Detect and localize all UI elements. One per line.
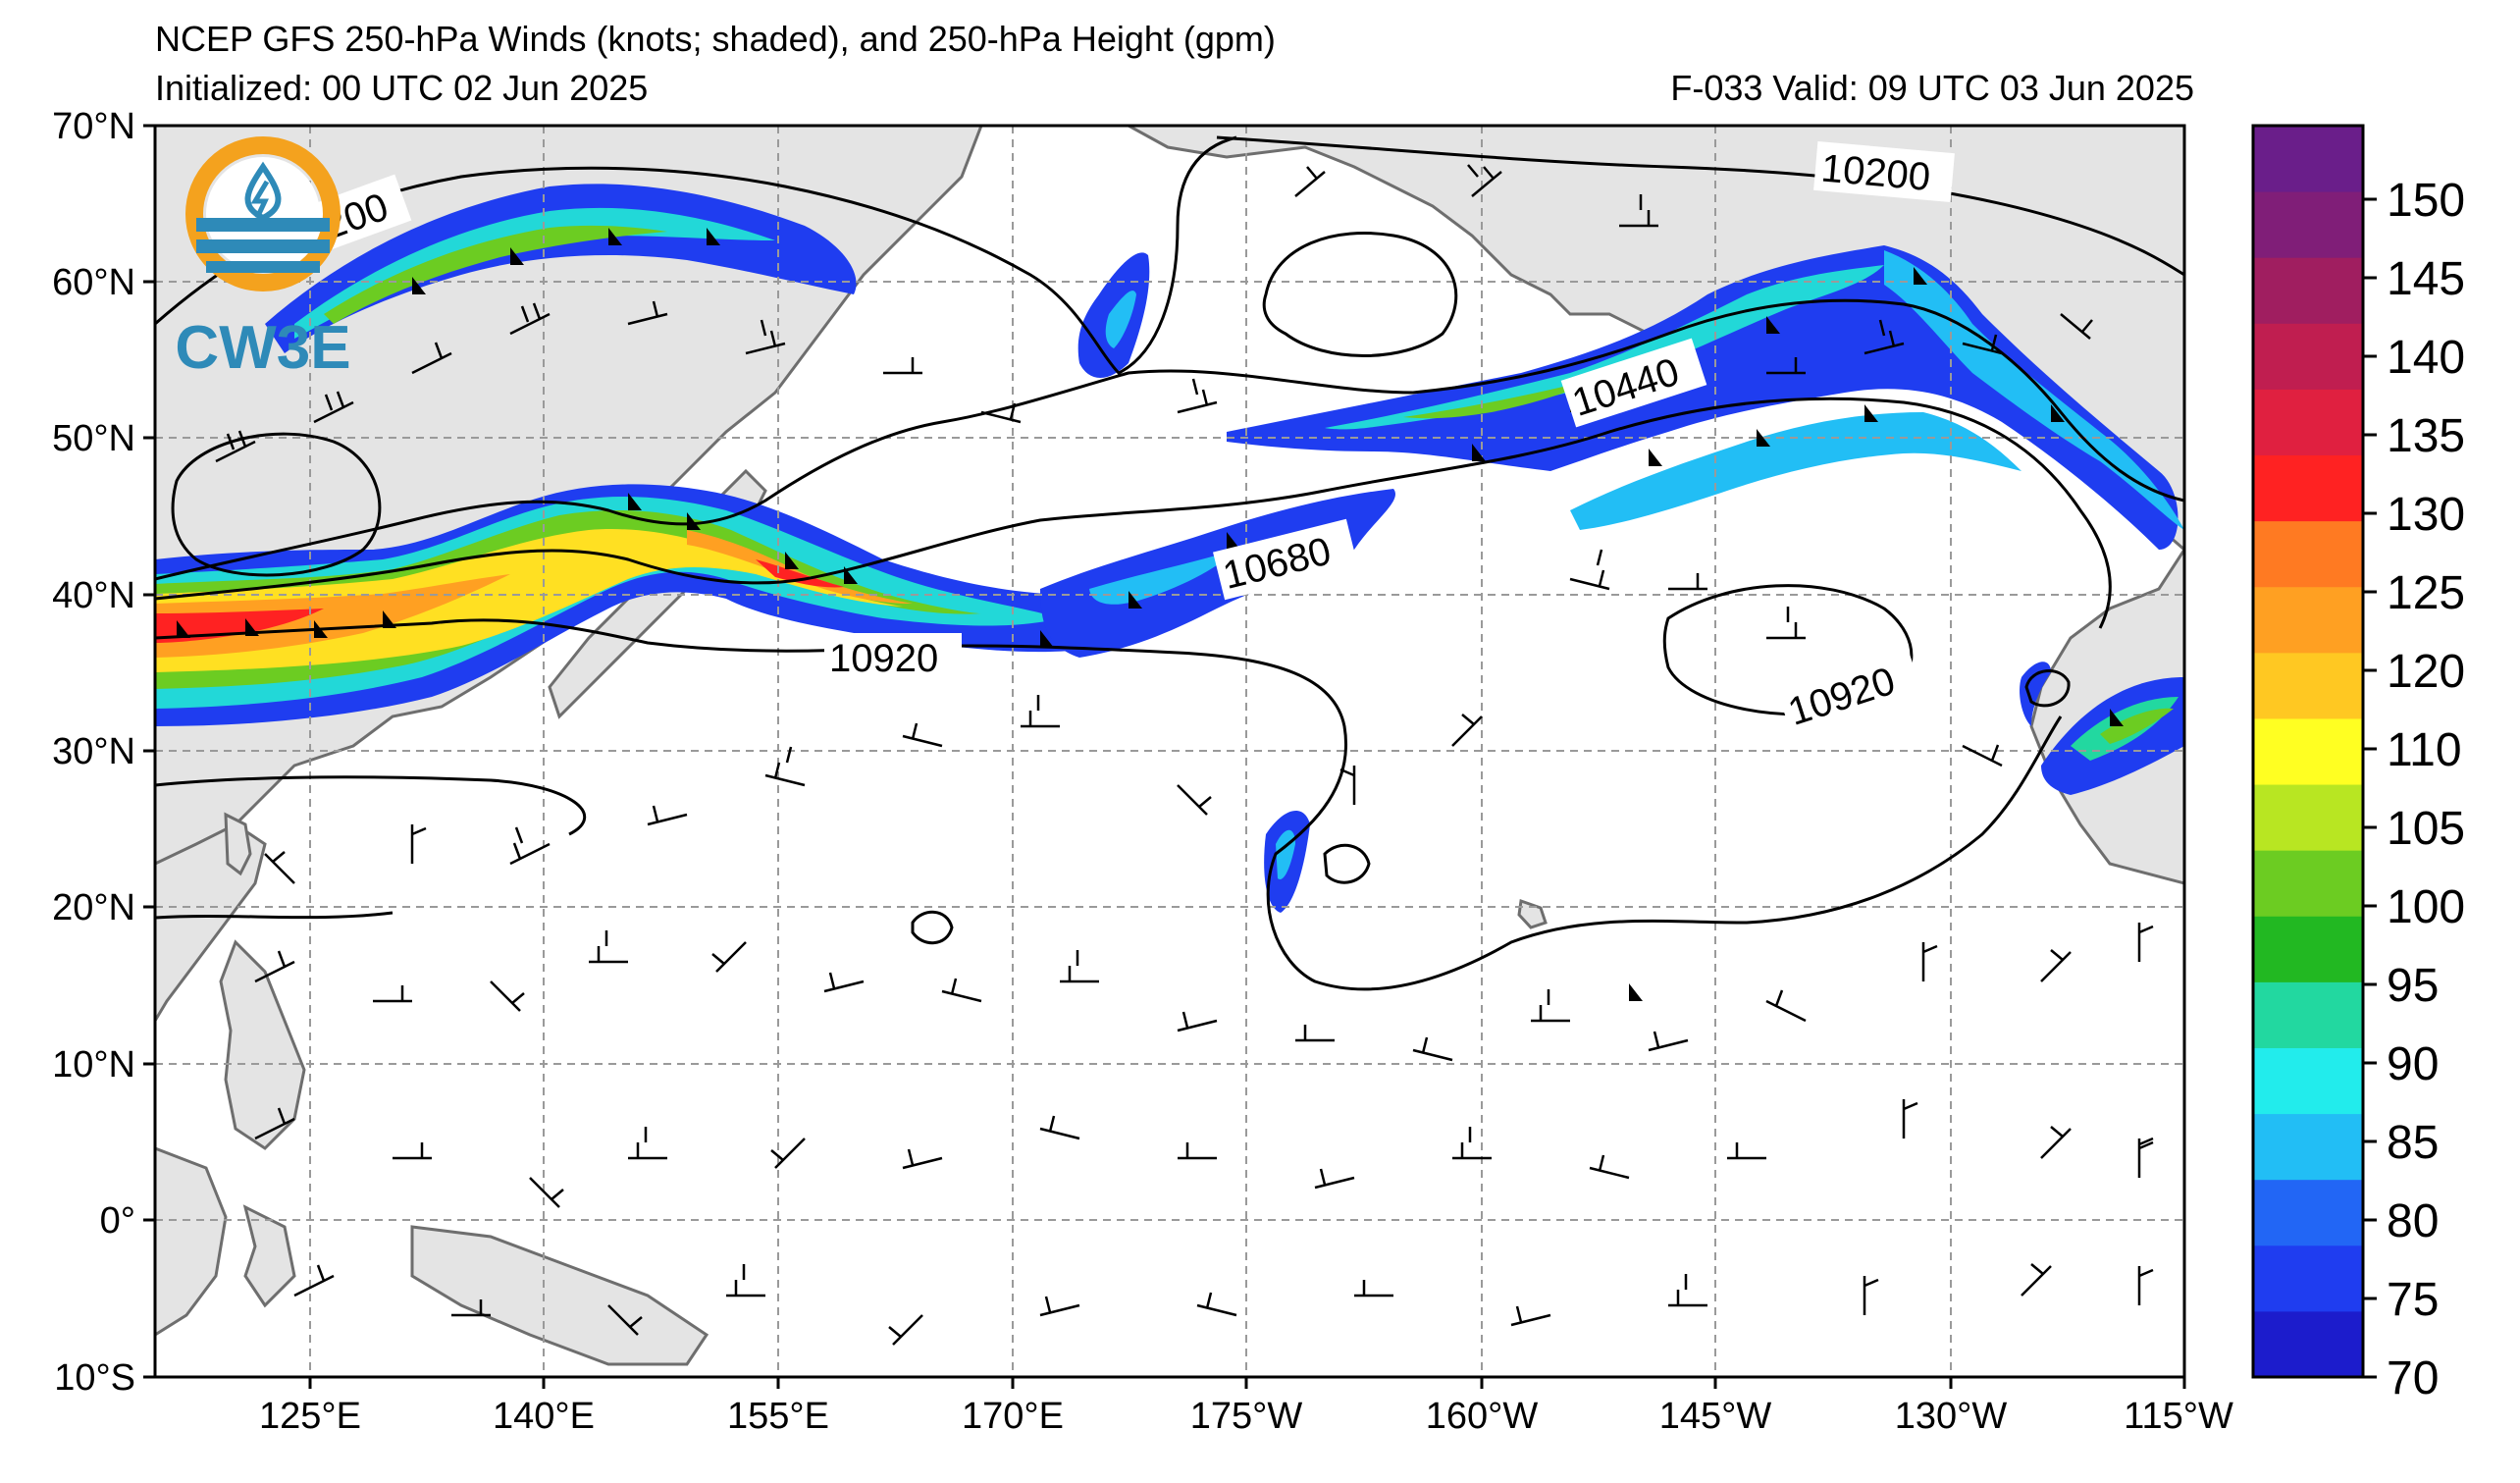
latitude-labels: 70°N 60°N 50°N 40°N 30°N 20°N 10°N 0° 10… [52,106,135,1399]
jet-north-cyan [1325,265,1884,430]
contour-10200-west [155,135,1237,375]
lon-label: 125°E [259,1396,361,1437]
logo-text: CW3E [175,314,350,382]
colorbar-swatch [2253,126,2363,192]
colorbar-swatch [2253,1047,2363,1115]
colorbar-swatch [2253,850,2363,917]
land-taiwan [224,812,252,876]
jet-west-mid-orange [687,530,913,604]
wind-shading [155,184,2184,913]
colorbar-swatch [2253,784,2363,851]
colorbar-swatch [2253,520,2363,588]
colorbar-swatch [2253,1310,2363,1378]
lat-label: 0° [100,1200,135,1242]
colorbar-label: 70 [2387,1352,2439,1404]
logo-drop-icon [244,161,282,222]
colorbar-swatch [2253,916,2363,982]
colorbar-label: 125 [2387,567,2465,619]
jet-central-cyan [1089,550,1236,605]
colorbar-swatch [2253,389,2363,456]
logo-ring [185,136,341,291]
contour-small-loop2 [1323,843,1371,884]
lon-label: 170°E [962,1396,1064,1437]
lat-label: 10°S [54,1357,135,1399]
jet-north-green [1403,378,1600,419]
logo-bolt-icon [250,180,270,220]
lon-label: 160°W [1426,1396,1539,1437]
colorbar-swatch [2253,257,2363,324]
colorbar-swatch [2253,652,2363,719]
colorbar-swatch [2253,1245,2363,1312]
colorbar-label: 100 [2387,881,2465,933]
colorbar-swatch [2253,981,2363,1048]
lat-label: 50°N [52,418,135,459]
lat-label: 60°N [52,262,135,303]
jet-cal-green [2100,708,2174,744]
initialized-time: Initialized: 00 UTC 02 Jun 2025 [155,68,649,108]
contour-10680 [155,397,2112,629]
land-hawaii [1517,898,1548,929]
contour-label-10200-east: 10200 [1819,146,1932,199]
contour-10200-east [1216,135,2184,277]
lat-label: 10°N [52,1044,135,1086]
cw3e-logo: CW3E [175,136,351,382]
jet-bering-core [1105,291,1136,348]
contour-10920 [155,618,2063,991]
contour-south [155,775,587,920]
colorbar-frame [2251,124,2365,1379]
axis-ticks [143,124,2186,1389]
land-sulawesi [242,1204,296,1308]
jet-north-lower [1570,412,2021,530]
colorbar-label: 135 [2387,410,2465,462]
colorbar-swatch [2253,717,2363,785]
lat-label: 70°N [52,106,135,147]
colorbar: 70 75 80 85 90 95 100 105 110 120 125 130 135 140 145 1… [2251,124,2465,1404]
jet-cal-hook [2020,662,2051,726]
colorbar-label: 145 [2387,253,2465,305]
colorbar-label: 95 [2387,960,2439,1012]
contour-label-10920-west: 10920 [829,637,938,680]
colorbar-label: 150 [2387,175,2465,227]
contour-asia-low [171,432,382,577]
lon-label: 145°W [1659,1396,1772,1437]
longitude-labels: 125°E 140°E 155°E 170°E 175°W 160°W 145°… [259,1396,2233,1437]
land-philippines [219,939,306,1150]
colorbar-label: 110 [2387,724,2462,776]
land-china [155,822,267,1024]
colorbar-label: 130 [2387,489,2465,541]
lon-label: 140°E [493,1396,595,1437]
lon-label: 115°W [2124,1396,2233,1437]
colorbar-swatch [2253,454,2363,522]
contour-10440 [155,298,2184,581]
lat-label: 40°N [52,575,135,616]
colorbar-swatch [2253,191,2363,258]
colorbar-label: 80 [2387,1195,2439,1247]
valid-time: F-033 Valid: 09 UTC 03 Jun 2025 [1670,68,2194,108]
lon-label: 130°W [1895,1396,2008,1437]
colorbar-label: 90 [2387,1038,2439,1090]
colorbar-label: 85 [2387,1117,2439,1169]
contour-cal-circle [2024,669,2071,708]
height-contours [155,135,2184,991]
lon-label: 175°W [1190,1396,1303,1437]
jet-asia-north-green [324,225,667,324]
lat-label: 30°N [52,731,135,772]
jet-north-ak [1884,250,2184,530]
lat-label: 20°N [52,887,135,928]
colorbar-swatch [2253,586,2363,654]
colorbar-label: 75 [2387,1274,2439,1326]
lon-label: 155°E [727,1396,829,1437]
colorbar-swatch [2253,1179,2363,1246]
wind-barbs [215,164,2154,1346]
contour-low-circle [1262,232,1458,357]
land-indonesia [155,1146,228,1337]
colorbar-label: 105 [2387,803,2465,855]
colorbar-label: 120 [2387,646,2465,698]
map-title: NCEP GFS 250-hPa Winds (knots; shaded), … [155,19,1276,59]
colorbar-label: 140 [2387,332,2465,384]
colorbar-swatch [2253,1113,2363,1181]
colorbar-swatch [2253,323,2363,390]
contour-small-loop [911,910,954,945]
